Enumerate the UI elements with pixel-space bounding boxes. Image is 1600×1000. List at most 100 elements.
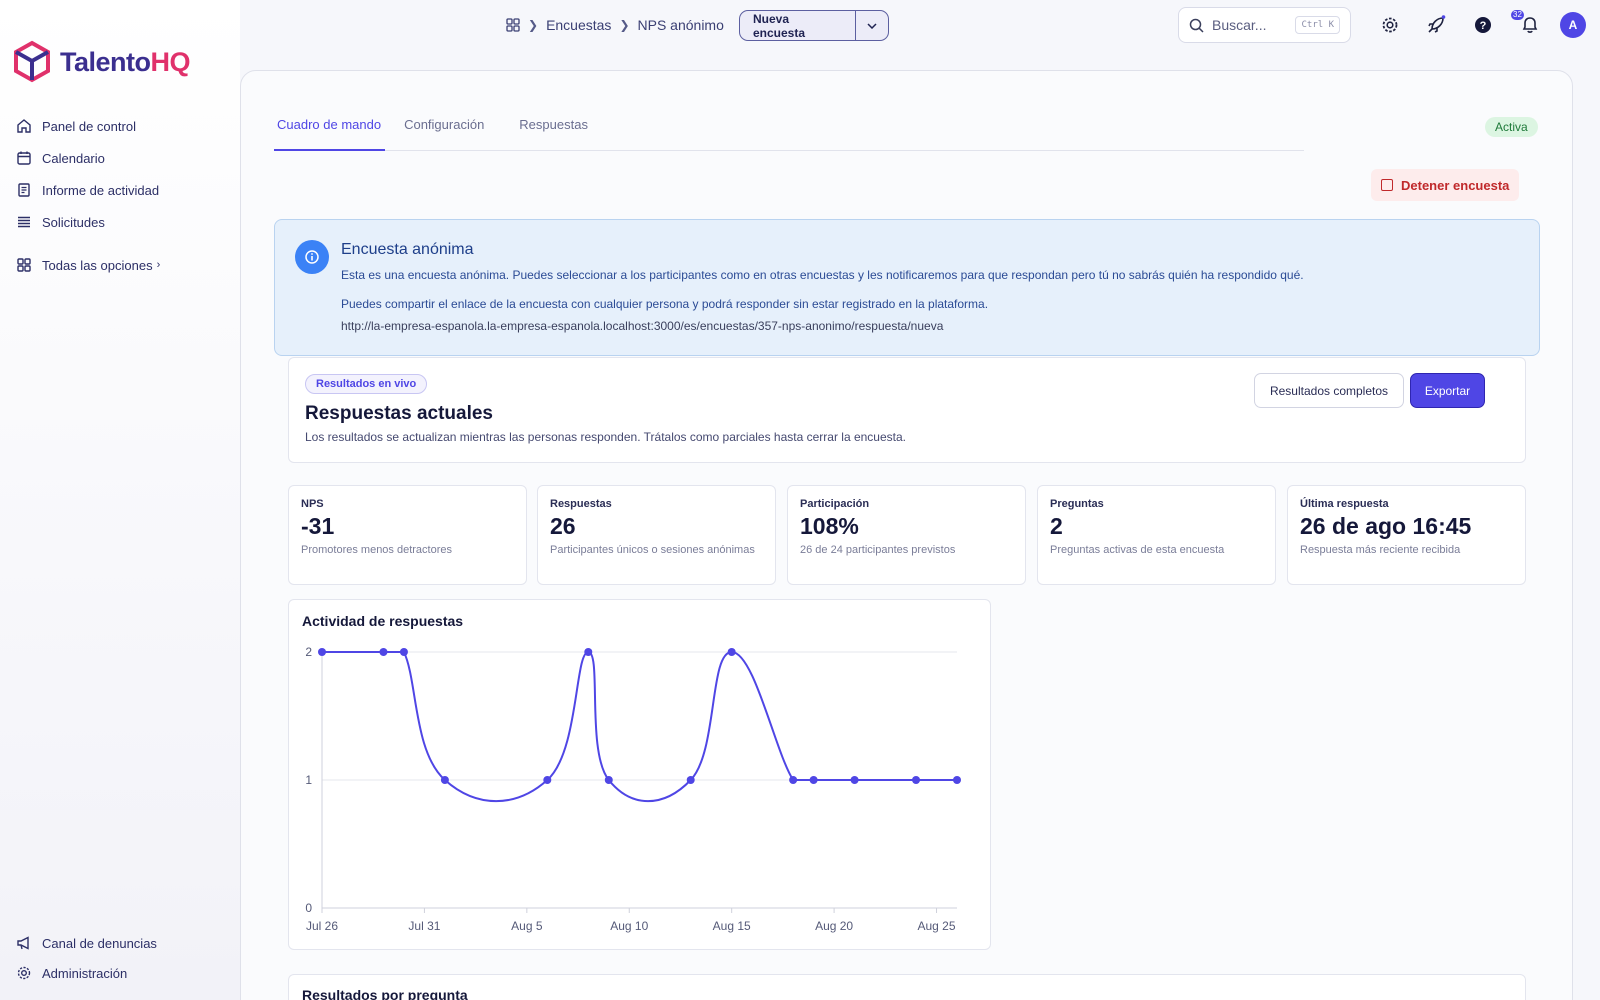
data-point — [584, 648, 593, 656]
sidebar-item-label: Administración — [42, 965, 128, 981]
search-input[interactable]: Buscar... Ctrl K — [1178, 7, 1351, 43]
sidebar-item-calendario[interactable]: Calendario — [16, 142, 226, 174]
sidebar-item-informe-de-actividad[interactable]: Informe de actividad — [16, 174, 226, 206]
stat-desc: Respuesta más reciente recibida — [1300, 544, 1461, 556]
y-tick-label: 2 — [305, 645, 312, 659]
survey-share-url[interactable]: http://la-empresa-espanola.la-empresa-es… — [341, 319, 944, 333]
live-results-title: Respuestas actuales — [305, 403, 493, 424]
stat-label: Participación — [800, 498, 870, 510]
megaphone-icon — [17, 936, 29, 950]
calendar-icon — [17, 151, 31, 165]
logo-cube-icon — [14, 40, 50, 83]
chart-title: Actividad de respuestas — [302, 613, 464, 629]
search-placeholder: Buscar... — [1212, 17, 1267, 33]
sidebar-nav: Panel de control Calendario Informe de a… — [16, 110, 226, 281]
data-point — [543, 776, 552, 784]
per-question-results-card: Resultados por pregunta — [288, 974, 1526, 1000]
sidebar-item-label: Canal de denuncias — [42, 935, 157, 951]
breadcrumb-item[interactable]: NPS anónimo — [637, 17, 724, 33]
gear-icon — [17, 966, 31, 980]
live-results-tag: Resultados en vivo — [305, 374, 428, 394]
chevron-right-icon: ❯ — [619, 18, 630, 32]
line-chart: 0 1 2 Jul 26 Jul 31 Aug 5 Aug 10 Aug 15 Aug 20 Au… — [305, 645, 961, 933]
stat-label: Preguntas — [1050, 498, 1104, 510]
sidebar-item-canal-de-denuncias[interactable]: Canal de denuncias — [16, 928, 226, 958]
data-point — [604, 776, 613, 784]
sidebar-bottom-nav: Canal de denuncias Administración — [16, 928, 226, 988]
anonymous-survey-info: Encuesta anónima Esta es una encuesta an… — [274, 219, 1540, 356]
info-share-text: Puedes compartir el enlace de la encuest… — [341, 297, 989, 311]
sidebar-item-label: Calendario — [42, 150, 105, 166]
settings-gear-icon[interactable] — [1379, 14, 1401, 36]
avatar[interactable]: A — [1560, 12, 1586, 38]
data-point — [318, 648, 326, 656]
apps-grid-icon[interactable] — [506, 18, 520, 32]
data-point — [686, 776, 695, 784]
info-icon — [295, 240, 329, 274]
chevron-right-icon: ❯ — [528, 18, 539, 32]
sidebar-item-label: Todas las opciones — [42, 257, 153, 273]
stat-card-ultima-respuesta: Última respuesta 26 de ago 16:45 Respues… — [1287, 485, 1526, 585]
stat-value: 108% — [800, 513, 859, 539]
stat-card-preguntas: Preguntas 2 Preguntas activas de esta en… — [1037, 485, 1276, 585]
data-point — [809, 776, 818, 784]
export-button[interactable]: Exportar — [1410, 373, 1485, 408]
stat-card-nps: NPS -31 Promotores menos detractores — [288, 485, 527, 585]
shortcut-hint: Ctrl K — [1295, 16, 1340, 34]
y-tick-label: 0 — [305, 901, 312, 915]
sidebar: TalentoHQ Panel de control Calendario In… — [0, 0, 240, 1000]
brand-logo[interactable]: TalentoHQ — [12, 40, 190, 84]
x-tick-label: Jul 26 — [306, 919, 338, 933]
x-tick-label: Jul 31 — [408, 919, 440, 933]
bell-icon[interactable] — [1519, 14, 1541, 36]
tab-cuadro-de-mando[interactable]: Cuadro de mando — [274, 113, 386, 151]
stat-desc: Preguntas activas de esta encuesta — [1050, 544, 1225, 556]
x-tick-label: Aug 15 — [713, 919, 751, 933]
chevron-down-icon[interactable] — [856, 11, 888, 40]
stat-label: Última respuesta — [1300, 498, 1389, 510]
stat-card-respuestas: Respuestas 26 Participantes únicos o ses… — [537, 485, 776, 585]
full-results-button[interactable]: Resultados completos — [1254, 373, 1404, 408]
new-survey-label[interactable]: Nueva encuesta — [740, 11, 856, 40]
tab-respuestas[interactable]: Respuestas — [519, 117, 588, 132]
sidebar-item-panel-de-control[interactable]: Panel de control — [16, 110, 226, 142]
data-point — [789, 776, 798, 784]
survey-dashboard-panel: Cuadro de mando Configuración Respuestas… — [240, 70, 1573, 1000]
breadcrumb: ❯ Encuestas ❯ NPS anónimo — [506, 14, 724, 36]
new-survey-button[interactable]: Nueva encuesta — [739, 10, 889, 41]
stat-desc: Participantes únicos o sesiones anónimas — [550, 544, 755, 556]
stop-survey-label: Detener encuesta — [1401, 177, 1510, 193]
breadcrumb-item[interactable]: Encuestas — [546, 17, 612, 33]
response-activity-chart: Actividad de respuestas 0 1 2 Jul 26 Jul 31 A… — [288, 599, 991, 950]
rocket-icon[interactable] — [1425, 14, 1447, 36]
live-results-card: Resultados en vivo Respuestas actuales L… — [288, 357, 1526, 463]
sidebar-item-administracion[interactable]: Administración — [16, 958, 226, 988]
stat-value: 2 — [1050, 513, 1063, 539]
sidebar-item-todas-las-opciones[interactable]: Todas las opciones › — [16, 249, 226, 281]
list-icon — [18, 216, 30, 228]
stop-survey-button[interactable]: Detener encuesta — [1371, 169, 1520, 201]
stat-card-participacion: Participación 108% 26 de 24 participante… — [787, 485, 1026, 585]
sidebar-item-label: Panel de control — [42, 118, 136, 134]
info-title: Encuesta anónima — [341, 241, 474, 258]
svg-text:?: ? — [1480, 20, 1487, 32]
stat-value: 26 — [550, 513, 576, 539]
sidebar-item-label: Solicitudes — [42, 214, 105, 230]
data-point — [440, 776, 449, 784]
help-icon[interactable]: ? — [1472, 14, 1494, 36]
search-icon — [1189, 18, 1204, 33]
data-point — [953, 776, 961, 784]
notifications-count-badge: 32 — [1511, 10, 1524, 20]
live-results-subtitle: Los resultados se actualizan mientras la… — [305, 430, 906, 444]
report-icon — [18, 183, 30, 197]
x-tick-label: Aug 10 — [610, 919, 648, 933]
data-point — [379, 648, 388, 656]
per-question-title: Resultados por pregunta — [302, 987, 468, 1000]
status-badge: Activa — [1485, 117, 1538, 137]
brand-name: TalentoHQ — [60, 46, 190, 77]
y-tick-label: 1 — [305, 773, 312, 787]
tab-configuracion[interactable]: Configuración — [404, 117, 485, 132]
sidebar-item-solicitudes[interactable]: Solicitudes — [16, 206, 226, 238]
x-tick-label: Aug 25 — [917, 919, 955, 933]
grid-icon — [17, 258, 31, 272]
